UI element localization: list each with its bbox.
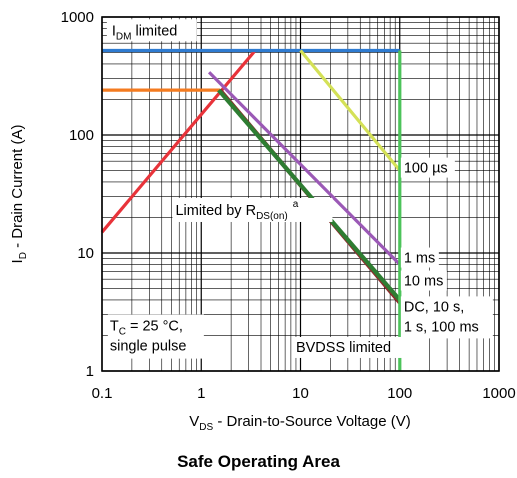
annotation-background [172,197,333,222]
annotation-100us: 100 µs [404,161,448,177]
annotations: IDM limited Limited by RDS(on)a 100 µs 1 ms… [106,19,493,359]
annotation-tc: TC = 25 °C, [110,319,183,338]
annotation-background [400,247,439,268]
y-tick-labels: 1 10 100 1000 [61,9,94,380]
plot-frame [101,16,500,372]
series-line [100,49,257,234]
x-tick-label: 1 [197,385,205,402]
annotation-background [106,19,197,42]
annotation-10ms: 10 ms [404,274,444,290]
x-tick-label: 1000 [482,385,515,402]
annotation-dc-line: DC, 10 s, [404,299,464,315]
annotation-background [107,314,204,359]
series-line [217,88,402,302]
x-tick-label: 100 [387,385,412,402]
annotation-1ms: 1 ms [404,251,435,267]
y-tick-label: 10 [77,245,94,262]
y-tick-label: 1 [86,363,94,380]
y-axis-title: ID - Drain Current (A) [9,125,29,264]
series-line [207,71,401,266]
annotation-single-pulse: single pulse [110,339,187,355]
annotation-bvdss: BVDSS limited [296,340,391,356]
y-tick-label: 100 [69,127,94,144]
y-tick-label: 1000 [61,9,94,26]
chart-caption: Safe Operating Area [177,452,340,471]
x-tick-label: 0.1 [92,385,113,402]
series-lines [100,48,402,371]
annotation-background [292,336,417,358]
annotation-background [400,157,455,178]
annotation-background [400,296,493,339]
annotation-dc-line: 1 s, 100 ms [404,319,479,335]
series-line [299,49,402,172]
x-axis-title: VDS - Drain-to-Source Voltage (V) [189,413,411,433]
annotation-background [400,270,447,291]
safe-operating-area-chart: IDM limited Limited by RDS(on)a 100 µs 1 ms… [9,9,516,433]
annotation-rdson-limited: Limited by RDS(on)a [175,199,298,222]
x-tick-labels: 0.1 1 10 100 1000 [92,385,516,402]
annotation-idm-limited: IDM limited [112,23,178,42]
x-tick-label: 10 [292,385,309,402]
